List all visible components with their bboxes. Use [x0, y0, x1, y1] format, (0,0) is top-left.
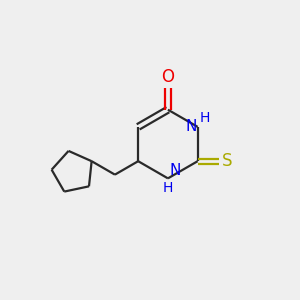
Text: O: O [161, 68, 174, 86]
Text: H: H [163, 182, 173, 195]
Text: S: S [222, 152, 232, 170]
Text: H: H [200, 111, 210, 125]
Text: N: N [169, 163, 181, 178]
Text: N: N [185, 119, 196, 134]
